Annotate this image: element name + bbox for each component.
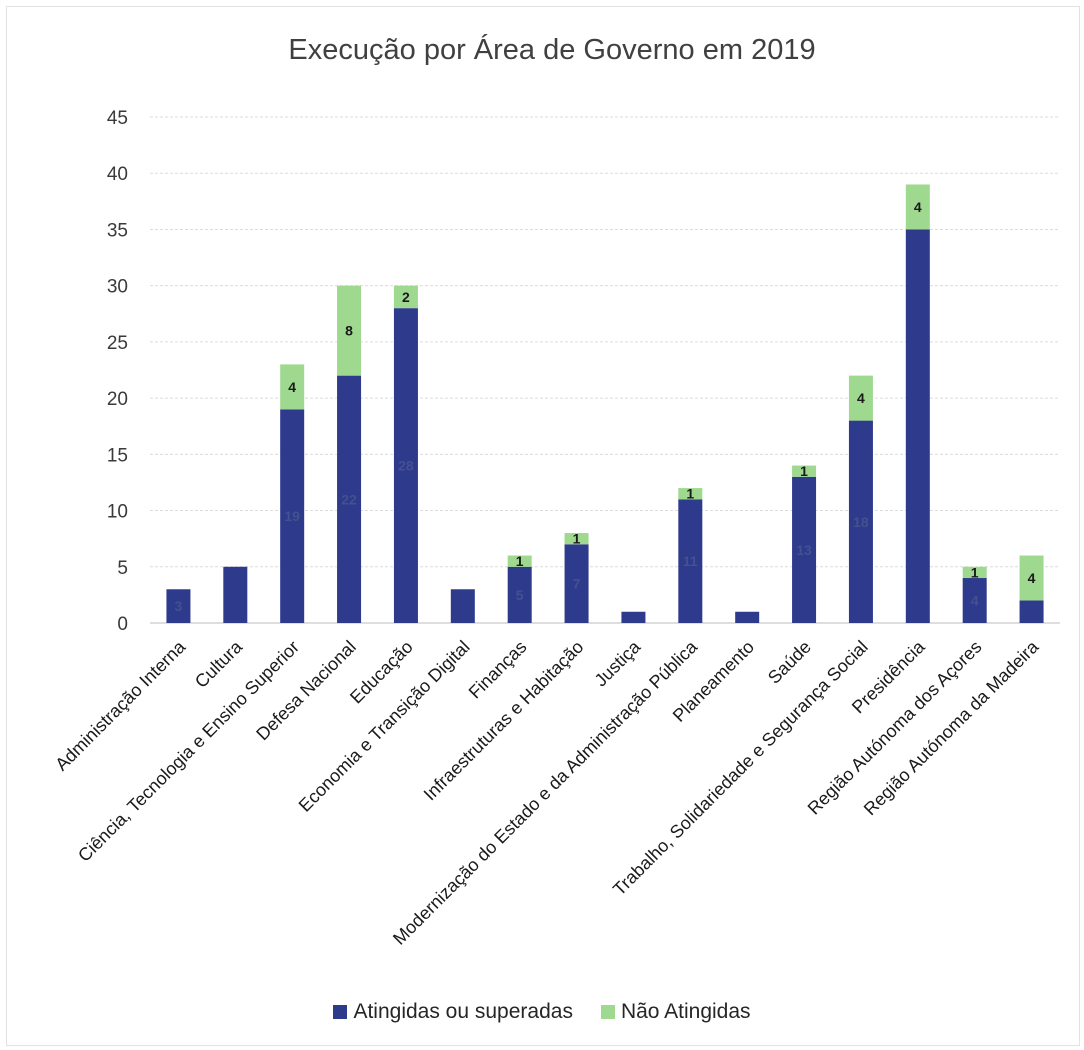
bar-atingidas bbox=[280, 409, 305, 623]
x-category-label: Ciência, Tecnologia e Ensino Superior bbox=[74, 637, 303, 866]
data-label: 11 bbox=[683, 553, 698, 569]
y-tick-label: 30 bbox=[107, 277, 128, 298]
bar-atingidas bbox=[792, 476, 817, 623]
data-label: 4 bbox=[971, 593, 979, 609]
bar-atingidas bbox=[507, 566, 532, 623]
legend-swatch-atingidas bbox=[333, 1005, 348, 1019]
legend-label-atingidas: Atingidas ou superadas bbox=[353, 1000, 573, 1023]
data-label: 4 bbox=[1028, 570, 1036, 586]
y-tick-label: 35 bbox=[107, 220, 128, 241]
bar-atingidas bbox=[1019, 600, 1044, 623]
chart-frame bbox=[6, 6, 1080, 1046]
x-category-label: Defesa Nacional bbox=[252, 637, 360, 745]
bar-atingidas bbox=[564, 544, 589, 623]
x-category-label: Administração Interna bbox=[51, 636, 190, 775]
bar-atingidas bbox=[905, 229, 930, 623]
data-label: 1 bbox=[686, 486, 694, 502]
legend-item-atingidas: Atingidas ou superadas bbox=[333, 1000, 573, 1024]
y-tick-label: 5 bbox=[117, 558, 128, 579]
legend: Atingidas ou superadas Não Atingidas bbox=[0, 1000, 1084, 1024]
data-label: 1 bbox=[573, 531, 581, 547]
chart-title: Execução por Área de Governo em 2019 bbox=[288, 34, 816, 66]
y-axis-ticks: 0 5 10 15 20 25 30 35 40 45 bbox=[107, 108, 128, 635]
data-label: 19 bbox=[284, 508, 300, 524]
legend-item-nao-atingidas: Não Atingidas bbox=[600, 1000, 751, 1024]
bar-atingidas bbox=[166, 589, 191, 623]
legend-label-nao-atingidas: Não Atingidas bbox=[620, 1000, 751, 1023]
data-label: 1 bbox=[516, 553, 524, 569]
x-category-label: Cultura bbox=[191, 636, 247, 692]
y-tick-label: 20 bbox=[107, 389, 128, 410]
data-label: 8 bbox=[345, 323, 353, 339]
data-label: 22 bbox=[341, 491, 357, 507]
y-tick-label: 10 bbox=[107, 502, 128, 523]
data-label: 28 bbox=[398, 458, 414, 474]
y-tick-label: 45 bbox=[107, 108, 128, 129]
data-label: 4 bbox=[914, 199, 922, 215]
data-label: 1 bbox=[800, 463, 808, 479]
bar-nao-atingidas bbox=[848, 375, 873, 421]
bars bbox=[166, 184, 1044, 623]
data-label: 18 bbox=[853, 514, 869, 530]
bar-nao-atingidas bbox=[337, 285, 362, 376]
data-label: 4 bbox=[857, 390, 865, 406]
bar-nao-atingidas bbox=[564, 533, 589, 545]
bar-nao-atingidas bbox=[1019, 555, 1044, 601]
bar-nao-atingidas bbox=[280, 364, 305, 410]
bar-nao-atingidas bbox=[905, 184, 930, 230]
bar-nao-atingidas bbox=[393, 285, 418, 309]
bar-nao-atingidas bbox=[962, 566, 987, 579]
x-category-label: Saúde bbox=[764, 637, 815, 688]
data-label: 3 bbox=[175, 598, 183, 614]
bar-atingidas bbox=[450, 589, 475, 623]
data-label: 4 bbox=[288, 379, 296, 395]
bar-nao-atingidas bbox=[678, 488, 703, 500]
bar-atingidas bbox=[678, 499, 703, 623]
bar-nao-atingidas bbox=[507, 555, 532, 567]
y-tick-label: 15 bbox=[107, 445, 128, 466]
data-label: 1 bbox=[971, 564, 979, 580]
bar-atingidas bbox=[223, 566, 248, 623]
data-label: 2 bbox=[402, 289, 410, 305]
x-category-label: Justiça bbox=[591, 636, 645, 690]
y-tick-label: 40 bbox=[107, 164, 128, 185]
bar-atingidas bbox=[962, 578, 987, 623]
bar-atingidas bbox=[735, 611, 760, 623]
y-tick-label: 25 bbox=[107, 333, 128, 354]
y-tick-label: 0 bbox=[117, 614, 128, 635]
bar-atingidas bbox=[393, 308, 418, 623]
data-label: 13 bbox=[796, 542, 812, 558]
bar-nao-atingidas bbox=[792, 465, 817, 477]
bar-atingidas bbox=[337, 375, 362, 623]
bar-atingidas bbox=[848, 420, 873, 623]
data-label: 5 bbox=[516, 587, 524, 603]
data-label: 7 bbox=[573, 576, 581, 592]
bar-atingidas bbox=[621, 611, 646, 623]
legend-swatch-nao-atingidas bbox=[600, 1005, 615, 1019]
